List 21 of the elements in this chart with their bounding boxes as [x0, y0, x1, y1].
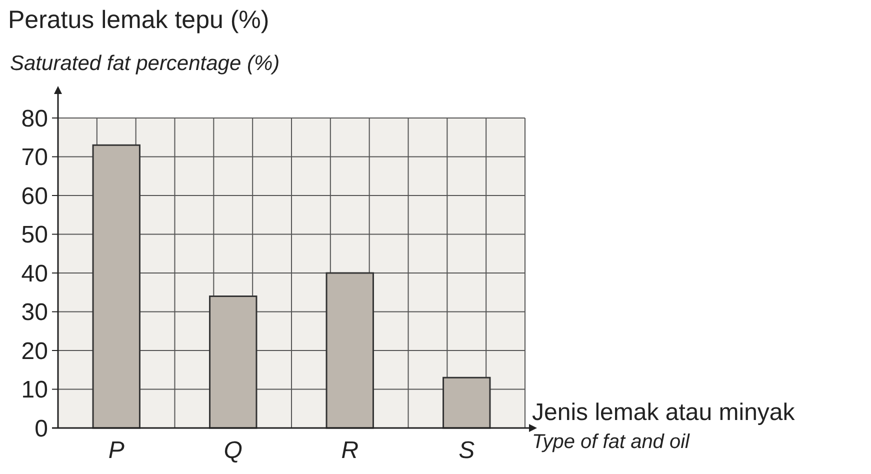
y-tick-label: 40	[21, 260, 48, 288]
y-tick-label: 80	[21, 105, 48, 132]
y-tick-label: 60	[21, 182, 48, 210]
bar	[442, 376, 491, 429]
y-tick-label: 10	[21, 376, 48, 404]
x-tick-label: S	[458, 437, 475, 464]
x-tick-label: R	[341, 437, 359, 464]
bar	[92, 144, 140, 429]
bar	[326, 272, 374, 429]
chart-title: Peratus lemak tepu (%)	[8, 6, 270, 34]
x-axis-title: Jenis lemak atau minyak	[532, 399, 796, 426]
x-tick-label: P	[108, 437, 124, 464]
y-tick-label: 70	[21, 144, 48, 172]
y-tick-label: 0	[34, 415, 48, 442]
chart-subtitle: Saturated fat percentage (%)	[10, 52, 280, 75]
bar	[209, 296, 258, 429]
y-tick-label: 30	[21, 299, 48, 326]
y-tick-label: 20	[21, 338, 48, 365]
text: Type of fat and oil	[532, 431, 690, 453]
x-tick-label: Q	[224, 437, 242, 464]
y-tick-label: 50	[21, 222, 48, 249]
